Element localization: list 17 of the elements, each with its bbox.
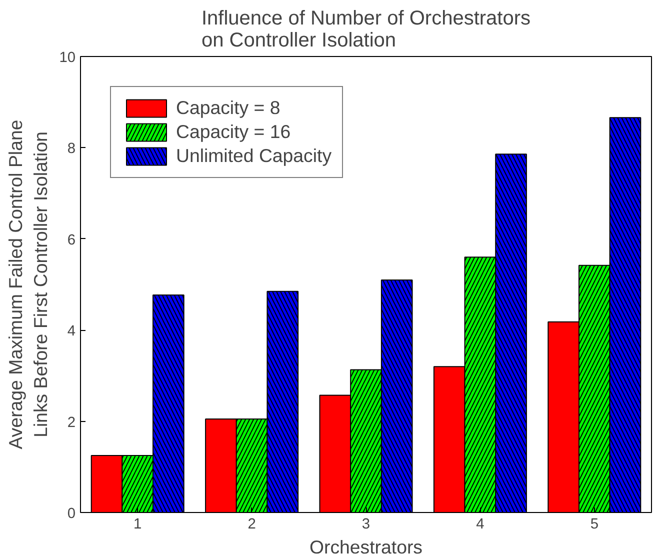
y-tick-label: 6 xyxy=(67,232,76,248)
x-tick-label: 2 xyxy=(248,516,256,532)
y-tick-label: 8 xyxy=(67,141,76,158)
y-tick-label: 2 xyxy=(67,414,76,431)
x-tick-label: 5 xyxy=(590,516,598,532)
x-axis-title: Orchestrators xyxy=(310,536,423,558)
x-tick-label: 1 xyxy=(134,516,142,532)
x-tick-label: 3 xyxy=(362,516,370,532)
legend-label: Capacity = 16 xyxy=(176,121,291,143)
x-tick-label: 4 xyxy=(476,516,484,532)
legend-label: Capacity = 8 xyxy=(176,97,280,119)
legend-label: Unlimited Capacity xyxy=(176,145,332,167)
y-axis-title: Average Maximum Failed Control Plane Links Before First Controller Isolation xyxy=(5,120,52,450)
chart-title: Influence of Number of Orchestrators on Controller Isolation xyxy=(201,8,531,52)
y-tick-label: 0 xyxy=(67,506,76,522)
y-tick-label: 4 xyxy=(67,324,76,340)
y-tick-label: 10 xyxy=(59,50,76,66)
